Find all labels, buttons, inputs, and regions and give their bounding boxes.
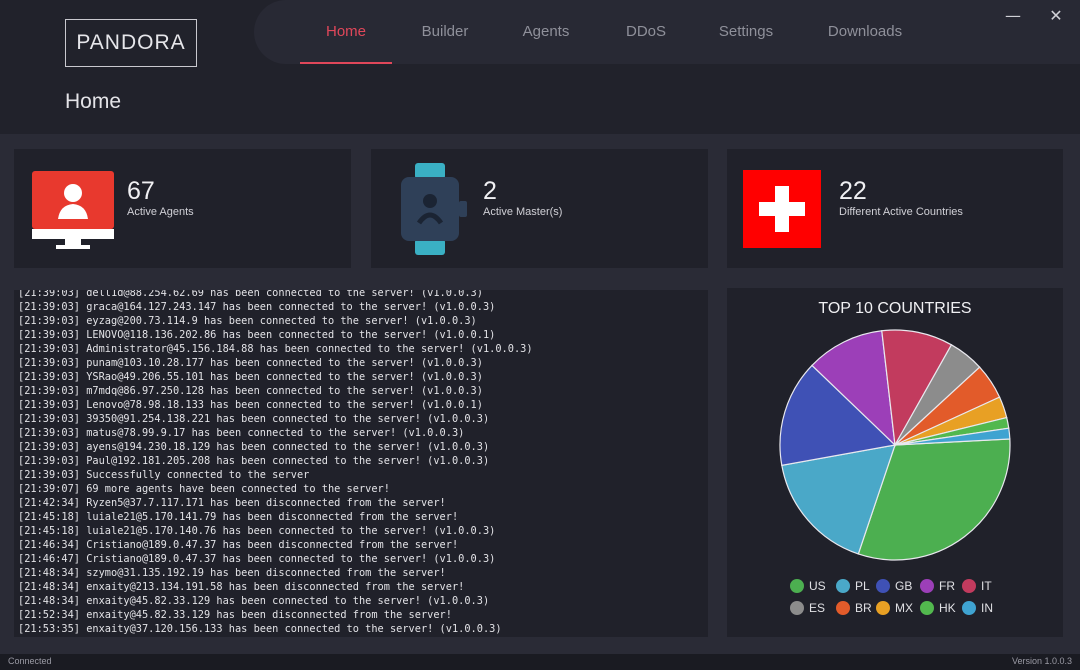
log-line: [21:48:34] szymo@31.135.192.19 has been … xyxy=(18,567,446,579)
active-countries-card: 22 Different Active Countries xyxy=(727,149,1063,268)
pie-slice-fr[interactable] xyxy=(811,330,896,447)
nav-settings[interactable]: Settings xyxy=(718,22,774,40)
pie-slice-in[interactable] xyxy=(894,427,1011,446)
event-log: [21:39:03] dell1d@88.254.62.69 has been … xyxy=(18,290,533,636)
log-line: [21:39:03] Paul@192.181.205.208 has been… xyxy=(18,455,490,467)
nav-builder[interactable]: Builder xyxy=(421,22,469,40)
active-countries-count: 22 xyxy=(839,177,867,205)
log-line: [21:39:03] dell1d@88.254.62.69 has been … xyxy=(18,290,483,299)
active-agents-card: 67 Active Agents xyxy=(14,149,351,268)
log-line: [21:39:03] eyzag@200.73.114.9 has been c… xyxy=(18,315,477,327)
log-line: [21:48:34] enxaity@213.134.191.58 has be… xyxy=(18,581,465,593)
nav-home[interactable]: Home xyxy=(300,0,392,64)
legend-swatch xyxy=(920,579,934,593)
legend-swatch xyxy=(920,601,934,615)
active-masters-label: Active Master(s) xyxy=(483,206,563,218)
pie-slice-gb[interactable] xyxy=(779,364,897,467)
legend-swatch xyxy=(876,579,890,593)
active-masters-count: 2 xyxy=(483,177,497,205)
log-line: [21:39:03] 39350@91.254.138.221 has been… xyxy=(18,413,490,425)
legend-swatch xyxy=(790,601,804,615)
status-bar: Connected Version 1.0.0.3 xyxy=(0,654,1080,670)
log-line: [21:52:34] enxaity@45.82.33.129 has been… xyxy=(18,609,452,621)
legend-item-hk[interactable]: HK xyxy=(920,600,956,616)
log-line: [21:39:03] LENOVO@118.136.202.86 has bee… xyxy=(18,329,496,341)
legend-swatch xyxy=(962,579,976,593)
legend-label: IN xyxy=(981,601,993,615)
legend-item-es[interactable]: ES xyxy=(790,600,825,616)
legend-item-us[interactable]: US xyxy=(790,578,826,594)
log-line: [21:39:03] YSRao@49.206.55.101 has been … xyxy=(18,371,483,383)
log-line: [21:39:03] graca@164.127.243.147 has bee… xyxy=(18,301,496,313)
log-line: [21:39:03] Lenovo@78.98.18.133 has been … xyxy=(18,399,483,411)
legend-swatch xyxy=(836,579,850,593)
log-line: [21:42:34] Ryzen5@37.7.117.171 has been … xyxy=(18,497,446,509)
event-log-panel[interactable]: [21:39:03] dell1d@88.254.62.69 has been … xyxy=(14,290,708,637)
legend-label: HK xyxy=(939,601,956,615)
main-nav: Home Builder Agents DDoS Settings Downlo… xyxy=(254,0,1080,64)
pie-slice-pl[interactable] xyxy=(781,444,896,555)
legend-item-it[interactable]: IT xyxy=(962,578,992,594)
legend-label: ES xyxy=(809,601,826,615)
active-agents-count: 67 xyxy=(127,177,155,205)
log-line: [21:46:47] Cristiano@189.0.47.37 has bee… xyxy=(18,553,496,565)
title-bar: PANDORA Home Builder Agents DDoS Setting… xyxy=(0,0,1080,134)
log-line: [21:53:35] enxaity@37.120.156.133 has be… xyxy=(18,623,502,635)
legend-swatch xyxy=(790,579,804,593)
nav-ddos[interactable]: DDoS xyxy=(625,22,666,40)
legend-label: GB xyxy=(895,579,913,593)
legend-item-mx[interactable]: MX xyxy=(876,600,913,616)
legend-item-gb[interactable]: GB xyxy=(876,578,912,594)
legend-label: PL xyxy=(855,579,870,593)
log-line: [21:39:03] Successfully connected to the… xyxy=(18,469,310,481)
monitor-user-icon xyxy=(32,171,114,249)
app-logo: PANDORA xyxy=(65,19,197,67)
active-countries-label: Different Active Countries xyxy=(839,206,963,218)
legend-label: MX xyxy=(895,601,913,615)
pie-slice-us[interactable] xyxy=(857,438,1011,561)
nav-downloads[interactable]: Downloads xyxy=(827,22,903,40)
log-line: [21:39:03] Administrator@45.156.184.88 h… xyxy=(18,343,533,355)
chart-title: TOP 10 COUNTRIES xyxy=(818,300,972,317)
active-masters-card: 2 Active Master(s) xyxy=(371,149,708,268)
minimize-icon[interactable]: — xyxy=(1005,6,1021,25)
swiss-flag-icon xyxy=(743,170,821,248)
connection-status: Connected xyxy=(8,656,52,666)
log-line: [21:39:03] ayens@194.230.18.129 has been… xyxy=(18,441,490,453)
log-line: [21:46:34] Cristiano@189.0.47.37 has bee… xyxy=(18,539,459,551)
log-line: [21:45:18] luiale21@5.170.140.76 has bee… xyxy=(18,525,496,537)
page-title: Home xyxy=(65,90,122,113)
legend-swatch xyxy=(962,601,976,615)
legend-swatch xyxy=(876,601,890,615)
legend-label: IT xyxy=(981,579,992,593)
log-line: [21:48:34] enxaity@45.82.33.129 has been… xyxy=(18,595,490,607)
countries-pie-chart xyxy=(779,329,1011,561)
legend-item-in[interactable]: IN xyxy=(962,600,993,616)
log-line: [21:39:03] matus@78.99.9.17 has been con… xyxy=(18,427,465,439)
active-agents-label: Active Agents xyxy=(127,206,194,218)
log-line: [21:45:18] luiale21@5.170.141.79 has bee… xyxy=(18,511,459,523)
legend-label: US xyxy=(809,579,826,593)
legend-label: BR xyxy=(855,601,872,615)
smartwatch-user-icon xyxy=(401,163,467,255)
close-icon[interactable]: ✕ xyxy=(1049,6,1063,25)
log-line: [21:39:07] 69 more agents have been conn… xyxy=(18,483,390,495)
legend-item-pl[interactable]: PL xyxy=(836,578,870,594)
log-line: [21:39:03] m7mdq@86.97.250.128 has been … xyxy=(18,385,483,397)
nav-agents[interactable]: Agents xyxy=(522,22,570,40)
legend-swatch xyxy=(836,601,850,615)
pie-slice-it[interactable] xyxy=(881,329,953,447)
log-line: [21:39:03] punam@103.10.28.177 has been … xyxy=(18,357,483,369)
legend-item-fr[interactable]: FR xyxy=(920,578,955,594)
legend-item-br[interactable]: BR xyxy=(836,600,872,616)
version-label: Version 1.0.0.3 xyxy=(1011,656,1072,666)
legend-label: FR xyxy=(939,579,955,593)
